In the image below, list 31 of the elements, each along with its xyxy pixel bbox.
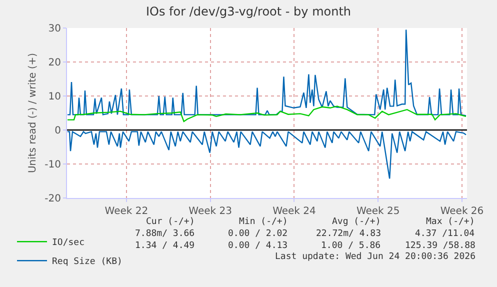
text: Min (-/+)	[239, 217, 288, 227]
text: 125.39 /58.88	[405, 241, 476, 251]
text: 4.37 /11.04	[415, 229, 475, 239]
text: 1.34 / 4.49	[135, 241, 195, 251]
text: 22.72m/ 4.83	[316, 229, 382, 239]
text: Avg (-/+)	[332, 217, 381, 227]
x-tick-label: Week 25	[356, 206, 400, 217]
text: 0.00 / 2.02	[228, 229, 288, 239]
y-axis-title: Units read (-) / write (+)	[28, 52, 39, 174]
y-tick-label: 0	[54, 126, 61, 136]
x-tick-label: Week 26	[440, 206, 484, 217]
line-series	[67, 106, 467, 122]
line-series	[67, 131, 467, 180]
chart-title: IOs for /dev/g3-vg/root - by month	[146, 4, 352, 18]
y-tick-label: 20	[48, 58, 61, 68]
text: 0.00 / 4.13	[228, 241, 288, 251]
legend-label: Req Size (KB)	[52, 257, 122, 268]
x-tick-label: Week 22	[104, 206, 148, 217]
text: 1.00 / 5.86	[321, 241, 381, 251]
text: Cur (-/+)	[146, 217, 195, 227]
y-tick-label: -10	[44, 160, 61, 170]
y-tick-label: -20	[44, 194, 61, 204]
text: Max (-/+)	[426, 217, 475, 227]
y-tick-label: 10	[48, 92, 61, 102]
line-series	[67, 29, 467, 116]
text: Last update: Wed Jun 24 20:00:36 2026	[275, 252, 476, 262]
text: 7.88m/ 3.66	[135, 229, 195, 239]
y-tick-label: 30	[48, 24, 61, 34]
legend-label: IO/sec	[52, 238, 85, 248]
x-tick-label: Week 24	[272, 206, 316, 217]
x-tick-label: Week 23	[188, 206, 232, 217]
